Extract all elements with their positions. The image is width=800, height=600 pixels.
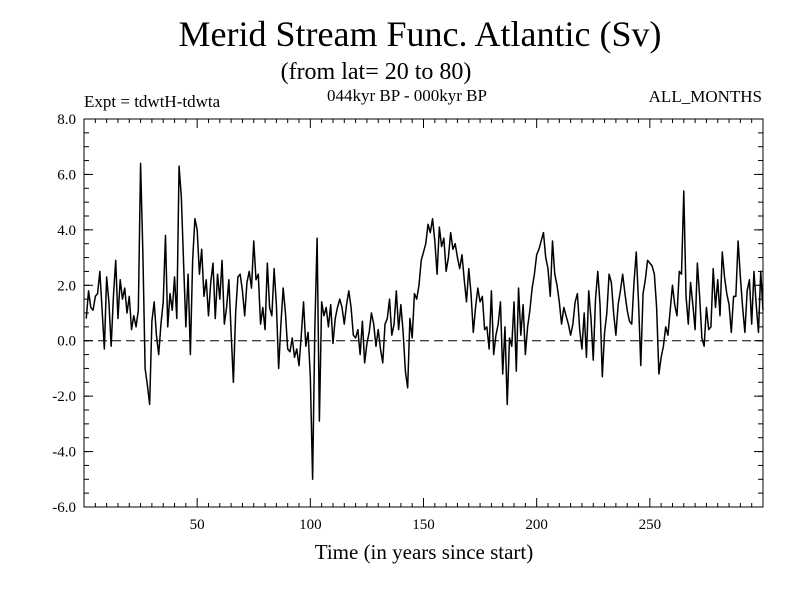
- x-tick-label: 100: [299, 517, 322, 533]
- period-label: 044kyr BP - 000kyr BP: [327, 86, 487, 105]
- x-tick-label: 250: [639, 517, 662, 533]
- y-tick-label: 8.0: [57, 112, 76, 128]
- x-axis-label: Time (in years since start): [314, 540, 534, 564]
- axis-tick-labels: -6.0 -4.0 -2.0 0.0 2.0 4.0 6.0 8.0 50 100 150 200 25…: [52, 112, 661, 533]
- x-tick-label: 200: [525, 517, 548, 533]
- chart-subtitle: (from lat= 20 to 80): [280, 59, 472, 85]
- y-tick-label: -6.0: [52, 500, 76, 516]
- experiment-label: Expt = tdwtH-tdwta: [84, 92, 221, 111]
- series-line: [85, 162, 764, 481]
- y-tick-label: -2.0: [52, 389, 76, 405]
- y-tick-label: 0.0: [57, 334, 76, 350]
- y-tick-label: 4.0: [57, 223, 76, 239]
- x-tick-label: 50: [190, 517, 205, 533]
- chart-title: Merid Stream Func. Atlantic (Sv): [178, 14, 662, 54]
- y-tick-label: 2.0: [57, 278, 76, 294]
- y-tick-label: 6.0: [57, 167, 76, 183]
- x-tick-label: 150: [412, 517, 435, 533]
- months-label: ALL_MONTHS: [648, 87, 762, 106]
- y-tick-label: -4.0: [52, 445, 76, 461]
